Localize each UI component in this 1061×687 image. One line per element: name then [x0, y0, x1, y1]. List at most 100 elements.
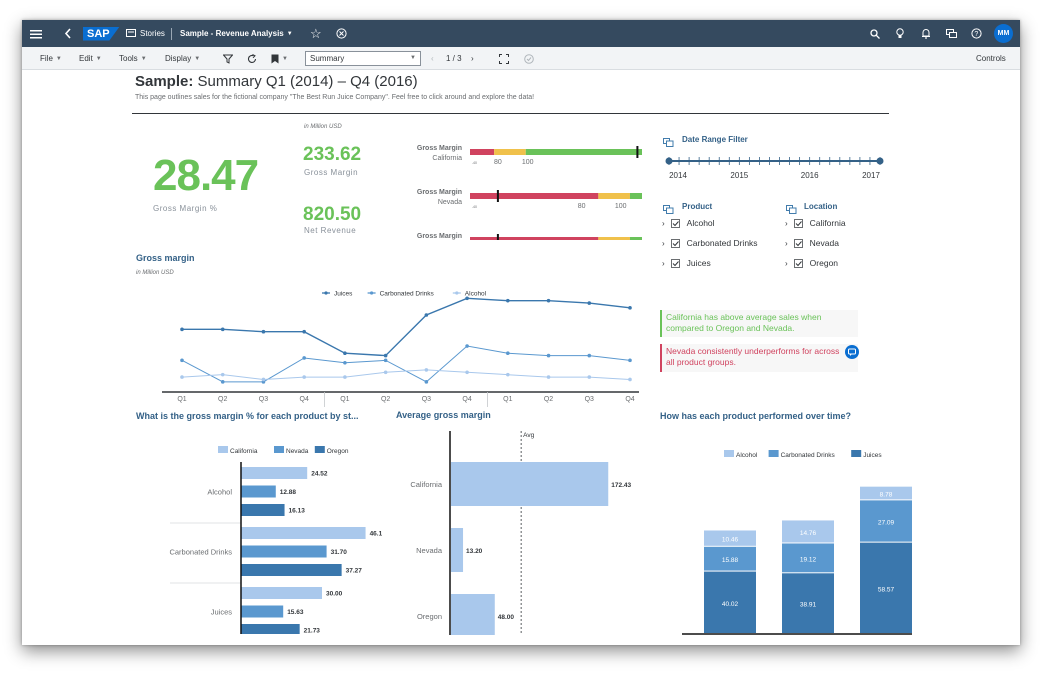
legend-marker — [324, 291, 328, 295]
chevron-down-icon: ▼ — [282, 55, 288, 62]
x-tick-label: Q3 — [422, 396, 431, 403]
svg-text:?: ? — [974, 31, 978, 38]
page-title-bold: Sample: — [135, 73, 194, 90]
legend-label: Alcohol — [736, 452, 758, 459]
page-select-value: Summary — [310, 54, 345, 63]
data-label: 19.12 — [800, 556, 817, 563]
checkbox[interactable] — [793, 258, 803, 268]
chevron-right-icon[interactable]: › — [662, 218, 665, 228]
line-chart: Juices Carbonated Drinks Alcohol Q1 Q2 Q3 Q4 Q1… — [162, 291, 639, 407]
bar — [241, 485, 276, 498]
data-point — [383, 358, 388, 363]
filter-item[interactable]: › Carbonated Drinks — [662, 237, 758, 249]
prev-page-icon[interactable]: ‹ — [431, 54, 434, 63]
bell-icon[interactable] — [921, 20, 931, 47]
legend-swatch — [724, 450, 734, 457]
checkbox[interactable] — [793, 238, 803, 248]
checkbox[interactable] — [670, 258, 680, 268]
data-label: 21.73 — [304, 628, 321, 635]
data-label: 13.20 — [466, 548, 483, 555]
checkbox[interactable] — [670, 238, 680, 248]
filter-icon[interactable] — [223, 47, 233, 70]
unit-note: in Million USD — [304, 124, 342, 130]
bookmark-icon[interactable]: ▼ — [271, 47, 288, 70]
chevron-right-icon[interactable]: › — [662, 238, 665, 248]
x-tick-label: Q1 — [177, 396, 186, 403]
checkbox[interactable] — [670, 218, 680, 228]
bullet-marker — [496, 190, 499, 202]
page-select[interactable]: Summary ▼ — [305, 51, 421, 66]
chevron-right-icon[interactable]: › — [785, 258, 788, 268]
data-label: 14.76 — [800, 530, 817, 537]
bar-segment — [860, 486, 912, 500]
chat-icon[interactable] — [946, 20, 957, 47]
data-label: 31.70 — [331, 549, 348, 556]
filter-item[interactable]: › Nevada — [785, 237, 839, 249]
data-point — [261, 377, 266, 382]
slider-handle-start — [665, 157, 673, 165]
slider-handle-end — [876, 157, 884, 165]
bar — [241, 467, 308, 479]
check-icon — [795, 240, 802, 246]
chevron-down-icon: ▼ — [194, 55, 201, 62]
toolbar: File ▼ Edit ▼ Tools ▼ Display ▼ ▼ Summary ▼ ‹… — [22, 47, 1020, 70]
date-filter-icon — [663, 134, 674, 152]
controls-button[interactable]: Controls — [976, 54, 1006, 63]
filter-item[interactable]: › Oregon — [785, 257, 838, 269]
file-menu[interactable]: File ▼ — [40, 47, 62, 70]
back-icon[interactable] — [64, 20, 72, 47]
menu-icon[interactable] — [30, 20, 42, 47]
lightbulb-icon[interactable] — [896, 20, 904, 47]
star-icon[interactable]: ☆ — [310, 25, 322, 41]
data-label: 48.00 — [498, 614, 515, 621]
series-line — [181, 345, 631, 383]
check-icon — [672, 240, 679, 246]
help-icon[interactable]: ? — [971, 20, 982, 47]
x-tick-label: Q1 — [503, 396, 512, 403]
legend-marker — [370, 291, 374, 295]
date-range-slider[interactable]: 2014 2015 2016 2017 — [662, 152, 887, 182]
kpi-rev-value: 820.50 — [303, 204, 362, 225]
refresh-icon[interactable] — [247, 47, 257, 70]
kpi-main-label: Gross Margin % — [153, 204, 218, 213]
data-point — [424, 313, 429, 317]
story-title[interactable]: Sample - Revenue Analysis ▼ — [180, 20, 293, 47]
next-page-icon[interactable]: › — [471, 54, 474, 63]
legend-marker — [455, 291, 459, 295]
legend-label: Alcohol — [465, 291, 487, 298]
legend-label: Carbonated Drinks — [781, 452, 836, 459]
comment-icon[interactable] — [845, 345, 859, 359]
close-circle-icon[interactable] — [336, 20, 347, 47]
check-circle-icon[interactable] — [524, 47, 534, 70]
chevron-right-icon[interactable]: › — [785, 218, 788, 228]
filter-item[interactable]: › Alcohol — [662, 217, 715, 229]
chevron-right-icon[interactable]: › — [785, 238, 788, 248]
bar-segment — [704, 571, 756, 633]
stories-link[interactable]: Stories — [140, 29, 165, 38]
avatar[interactable]: MM — [994, 24, 1013, 43]
bullet-range — [494, 149, 526, 155]
data-point — [465, 370, 469, 375]
stories-icon[interactable] — [126, 20, 136, 47]
data-point — [628, 377, 632, 382]
slider-year-label: 2014 — [669, 171, 687, 180]
data-point — [506, 372, 510, 377]
edit-menu[interactable]: Edit ▼ — [79, 47, 102, 70]
search-icon[interactable] — [870, 20, 880, 47]
file-menu-label: File — [40, 54, 53, 63]
bullet-region: California — [432, 155, 462, 162]
checkbox[interactable] — [793, 218, 803, 228]
filter-item-label: Oregon — [809, 258, 839, 268]
legend-swatch — [218, 446, 228, 453]
chevron-right-icon[interactable]: › — [662, 258, 665, 268]
filter-item[interactable]: › Juices — [662, 257, 711, 269]
filter-item[interactable]: › California — [785, 217, 846, 229]
category-label: Oregon — [417, 612, 442, 621]
tools-menu[interactable]: Tools ▼ — [119, 47, 147, 70]
fullscreen-icon[interactable] — [499, 47, 509, 70]
line-chart-title: Gross margin — [136, 253, 195, 263]
bullet-range — [470, 149, 495, 155]
data-point — [587, 301, 592, 305]
display-menu[interactable]: Display ▼ — [165, 47, 200, 70]
data-label: 8.78 — [880, 492, 893, 499]
